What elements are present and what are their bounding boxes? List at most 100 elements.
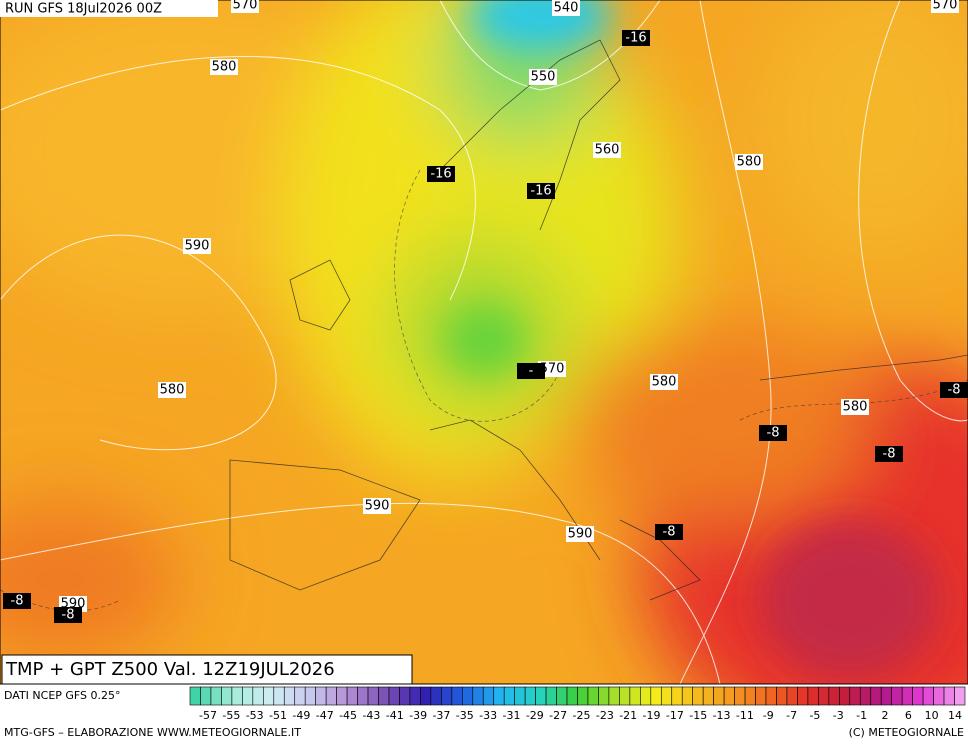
scale-box (357, 686, 369, 706)
scale-label: -9 (763, 709, 774, 722)
scale-label: -37 (432, 709, 450, 722)
scale-box (660, 686, 673, 706)
temp-label: -8 (62, 608, 75, 623)
scale-box (346, 686, 358, 706)
contour-label-box (158, 382, 186, 398)
height-label: 580 (652, 375, 677, 390)
scale-label: -43 (362, 709, 380, 722)
scale-label: -41 (386, 709, 404, 722)
temp-label-box (875, 446, 903, 462)
scale-box (514, 686, 526, 706)
contour-label-box (931, 0, 959, 13)
scale-box (566, 686, 578, 706)
scale-box (734, 686, 746, 706)
height-label: 550 (531, 70, 556, 85)
temp-label-box (527, 183, 555, 199)
scale-box (263, 686, 275, 706)
scale-box (587, 686, 599, 706)
scale-label: -7 (786, 709, 797, 722)
scale-box (671, 686, 683, 706)
color-scale: -57 -55 -53 -51 -49 -47 -45 -43 -41 -39 -37 -35 -33-… (189, 686, 966, 722)
scale-box (933, 686, 945, 706)
scale-label: -1 (856, 709, 867, 722)
contours (0, 0, 968, 684)
temp-label-box (759, 425, 787, 441)
scale-label: -11 (736, 709, 754, 722)
scale-label: -15 (689, 709, 707, 722)
height-label: 580 (160, 383, 185, 398)
height-label: 540 (554, 1, 579, 16)
scale-label: -45 (339, 709, 357, 722)
scale-box (577, 686, 589, 706)
scale-box (315, 686, 327, 706)
scale-box (210, 686, 222, 706)
scale-box (273, 686, 285, 706)
scale-box (242, 686, 254, 706)
temp-label: - (529, 364, 534, 379)
scale-box (681, 686, 694, 706)
temp-label: -8 (948, 383, 961, 398)
scale-box (891, 686, 903, 706)
scale-label: -47 (316, 709, 334, 722)
temp-label: -8 (883, 447, 896, 462)
scale-box (252, 686, 264, 706)
coastlines (229, 39, 968, 601)
scale-box (430, 686, 442, 706)
scale-label: -3 (833, 709, 844, 722)
temp-label-box (427, 166, 455, 182)
scale-box (221, 686, 233, 706)
scale-box (294, 686, 306, 706)
scale-box (912, 686, 924, 706)
scale-box (723, 686, 735, 706)
scale-box (818, 686, 830, 706)
temp-label-box (940, 382, 968, 398)
scale-box (461, 686, 474, 706)
scale-box (619, 686, 631, 706)
temp-label-box (3, 593, 31, 609)
temp-label-box (517, 363, 545, 379)
scale-label: -33 (479, 709, 497, 722)
scale-label: 6 (905, 709, 912, 722)
scale-box (545, 686, 557, 706)
scale-box (378, 686, 390, 706)
scale-box (943, 686, 955, 706)
height-label: 560 (595, 143, 620, 158)
scale-box (692, 686, 704, 706)
scale-box (304, 686, 316, 706)
scale-box (325, 686, 337, 706)
contour-label-box (363, 498, 391, 514)
scale-box (556, 686, 568, 706)
scale-box (954, 686, 966, 706)
scale-box (755, 686, 767, 706)
scale-box (231, 686, 243, 706)
scale-box (503, 686, 515, 706)
height-label: 590 (185, 239, 210, 254)
contour-label-box (231, 0, 259, 13)
temp-label: -16 (430, 167, 451, 182)
scale-box (765, 686, 777, 706)
contour-label-box (529, 69, 557, 85)
source-label: DATI NCEP GFS 0.25° (4, 689, 121, 702)
scale-label: -51 (269, 709, 287, 722)
scale-box (535, 686, 547, 706)
scale-label: 10 (925, 709, 939, 722)
map-title: TMP + GPT Z500 Val. 12Z19JUL2026 (5, 659, 335, 680)
scale-box (839, 686, 851, 706)
scale-label: -23 (596, 709, 614, 722)
scale-box (828, 686, 840, 706)
scale-box (807, 686, 819, 706)
footer-left: MTG-GFS – ELABORAZIONE WWW.METEOGIORNALE… (4, 726, 301, 739)
scale-label: -49 (292, 709, 310, 722)
scale-label: 14 (948, 709, 962, 722)
scale-box (713, 686, 725, 706)
contour-label-box (210, 59, 238, 75)
scale-label: 2 (881, 709, 888, 722)
scale-box (388, 686, 400, 706)
scale-label: -35 (456, 709, 474, 722)
scale-label: -13 (713, 709, 731, 722)
scale-box (482, 686, 495, 706)
scale-box (524, 686, 536, 706)
scale-box (399, 686, 411, 706)
scale-box (629, 686, 641, 706)
